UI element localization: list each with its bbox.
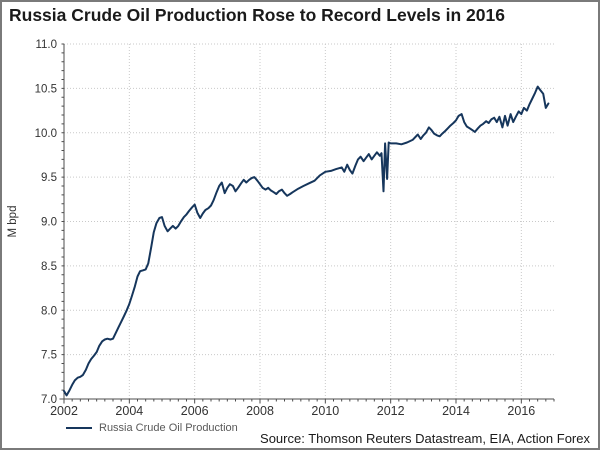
y-tick-label: 7.0 xyxy=(41,394,57,406)
x-tick-label: 2012 xyxy=(377,404,405,418)
y-tick-label: 9.0 xyxy=(41,217,57,229)
x-tick-label: 2006 xyxy=(181,404,209,418)
y-tick-label: 8.0 xyxy=(41,305,57,317)
y-tick-label: 11.0 xyxy=(35,39,57,51)
x-tick-label: 2004 xyxy=(115,404,143,418)
y-axis-title: M bpd xyxy=(7,206,19,238)
legend-line-swatch xyxy=(66,427,92,429)
legend-label: Russia Crude Oil Production xyxy=(99,422,238,434)
x-tick-label: 2014 xyxy=(442,404,470,418)
y-tick-label: 9.5 xyxy=(41,172,57,184)
x-tick-label: 2008 xyxy=(246,404,274,418)
y-tick-label: 7.5 xyxy=(41,350,57,362)
y-tick-label: 10.5 xyxy=(35,83,57,95)
x-tick-label: 2002 xyxy=(50,404,78,418)
x-tick-label: 2010 xyxy=(311,404,339,418)
data-line xyxy=(63,85,550,397)
source-note: Source: Thomson Reuters Datastream, EIA,… xyxy=(260,431,590,446)
legend: Russia Crude Oil Production xyxy=(66,421,238,435)
y-tick-label: 8.5 xyxy=(41,261,57,273)
x-tick-label: 2016 xyxy=(507,404,535,418)
page-title: Russia Crude Oil Production Rose to Reco… xyxy=(9,5,505,25)
y-tick-label: 10.0 xyxy=(35,128,57,140)
